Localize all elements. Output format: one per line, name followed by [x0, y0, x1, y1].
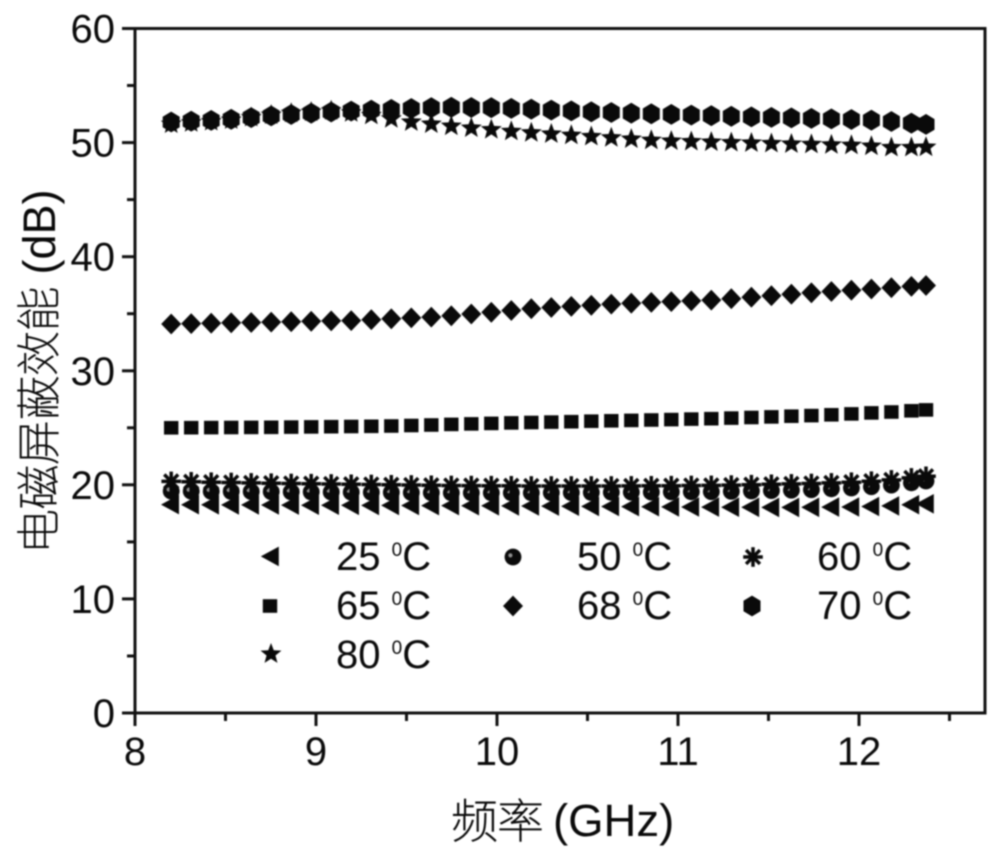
svg-text:8: 8 — [124, 730, 146, 774]
svg-text:70 0C: 70 0C — [817, 584, 912, 628]
svg-text:11: 11 — [657, 730, 699, 774]
svg-text:(GHz): (GHz) — [553, 795, 674, 846]
svg-text:68 0C: 68 0C — [577, 584, 672, 628]
svg-text:80 0C: 80 0C — [336, 633, 431, 677]
svg-text:10: 10 — [475, 730, 520, 774]
svg-text:40: 40 — [71, 236, 116, 280]
svg-text:50 0C: 50 0C — [577, 535, 672, 579]
svg-text:60: 60 — [71, 8, 116, 52]
svg-text:(dB): (dB) — [14, 189, 65, 287]
svg-text:30: 30 — [71, 350, 116, 394]
svg-text:65 0C: 65 0C — [336, 584, 431, 628]
svg-text:12: 12 — [837, 730, 882, 774]
svg-text:10: 10 — [71, 578, 116, 622]
svg-text:60 0C: 60 0C — [817, 535, 912, 579]
svg-text:25 0C: 25 0C — [336, 535, 431, 579]
svg-text:20: 20 — [71, 464, 116, 508]
svg-text:50: 50 — [71, 122, 116, 166]
svg-text:0: 0 — [93, 692, 115, 736]
svg-text:9: 9 — [305, 730, 327, 774]
